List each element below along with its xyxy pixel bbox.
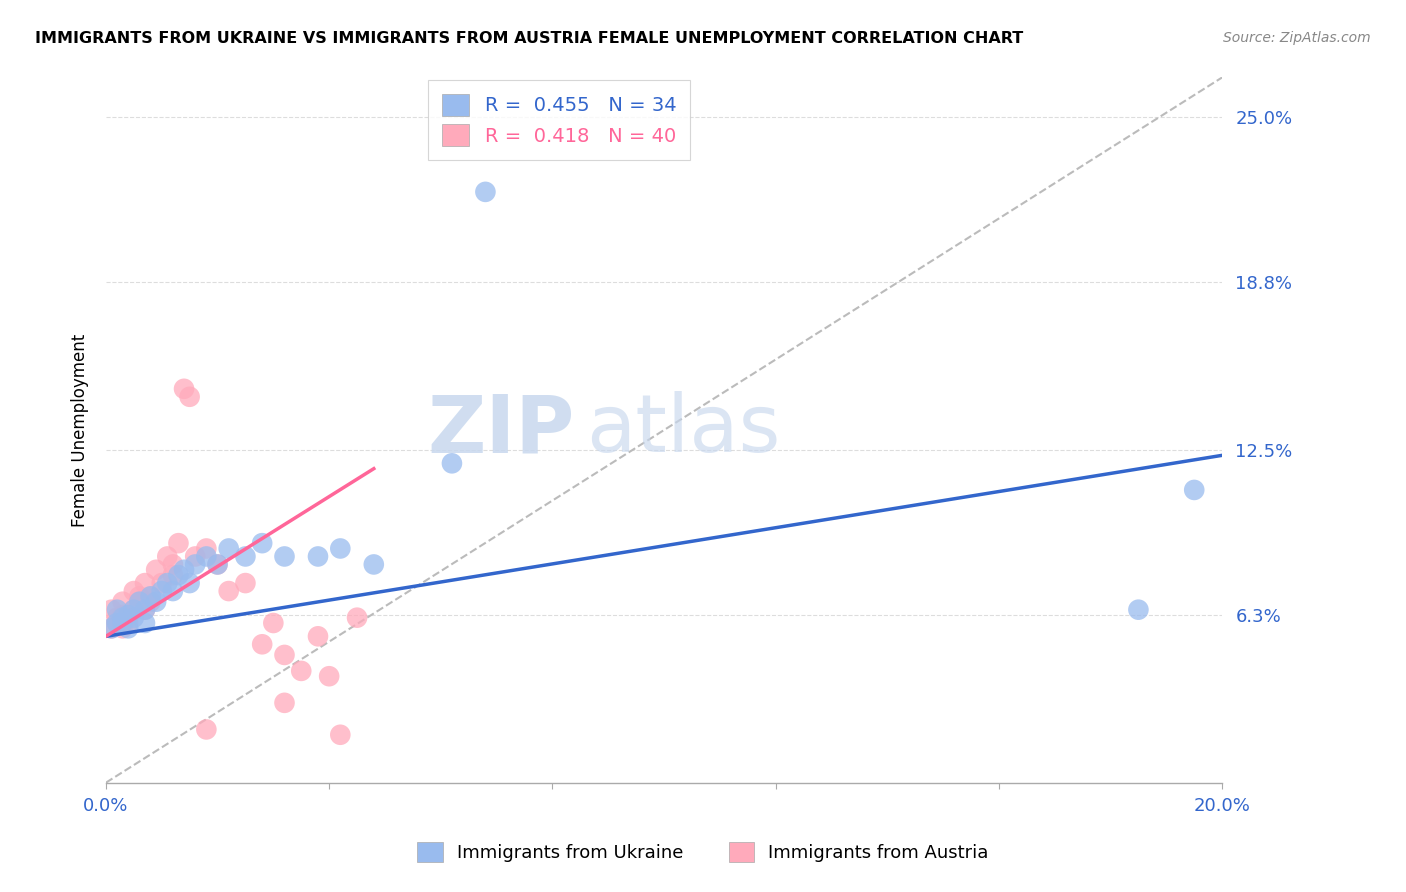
Point [307,629,329,643]
Point [128,595,150,609]
Point [117,621,139,635]
Point [134,615,156,630]
Point [273,648,295,662]
Point [111,621,134,635]
Point [329,728,352,742]
Point [145,563,167,577]
Point [273,696,295,710]
Point [290,664,312,678]
Point [122,584,145,599]
Point [122,603,145,617]
Point [195,541,218,556]
Point [179,390,201,404]
Point [363,558,385,572]
Point [162,584,184,599]
Point [184,558,207,572]
Point [195,549,218,564]
Point [179,576,201,591]
Point [111,610,134,624]
Point [105,615,128,630]
Point [440,456,463,470]
Text: atlas: atlas [586,391,780,469]
Point [100,603,122,617]
Point [105,610,128,624]
Point [111,595,134,609]
Point [184,549,207,564]
Point [117,607,139,622]
Point [329,541,352,556]
Point [134,603,156,617]
Point [122,603,145,617]
Point [156,549,179,564]
Point [111,615,134,630]
Point [218,584,240,599]
Point [273,549,295,564]
Legend: R =  0.455   N = 34, R =  0.418   N = 40: R = 0.455 N = 34, R = 0.418 N = 40 [429,80,690,160]
Point [128,595,150,609]
Point [105,603,128,617]
Point [235,549,257,564]
Point [128,590,150,604]
Point [100,621,122,635]
Point [139,590,162,604]
Legend: Immigrants from Ukraine, Immigrants from Austria: Immigrants from Ukraine, Immigrants from… [411,834,995,870]
Point [162,568,184,582]
Point [139,595,162,609]
Point [318,669,340,683]
Y-axis label: Female Unemployment: Female Unemployment [72,334,89,526]
Point [150,584,173,599]
Point [262,615,284,630]
Point [235,576,257,591]
Point [150,576,173,591]
Point [1182,483,1205,497]
Text: Source: ZipAtlas.com: Source: ZipAtlas.com [1223,31,1371,45]
Point [145,595,167,609]
Point [167,536,190,550]
Point [218,541,240,556]
Point [346,610,368,624]
Text: ZIP: ZIP [427,391,575,469]
Point [207,558,229,572]
Point [173,382,195,396]
Point [117,610,139,624]
Point [156,576,179,591]
Point [134,576,156,591]
Point [167,568,190,582]
Point [474,185,496,199]
Point [250,637,273,651]
Point [207,558,229,572]
Point [162,558,184,572]
Point [307,549,329,564]
Point [134,603,156,617]
Text: IMMIGRANTS FROM UKRAINE VS IMMIGRANTS FROM AUSTRIA FEMALE UNEMPLOYMENT CORRELATI: IMMIGRANTS FROM UKRAINE VS IMMIGRANTS FR… [35,31,1024,46]
Point [195,723,218,737]
Point [173,563,195,577]
Point [1128,603,1150,617]
Point [139,590,162,604]
Point [117,615,139,630]
Point [100,621,122,635]
Point [122,610,145,624]
Point [105,615,128,630]
Point [111,607,134,622]
Point [250,536,273,550]
